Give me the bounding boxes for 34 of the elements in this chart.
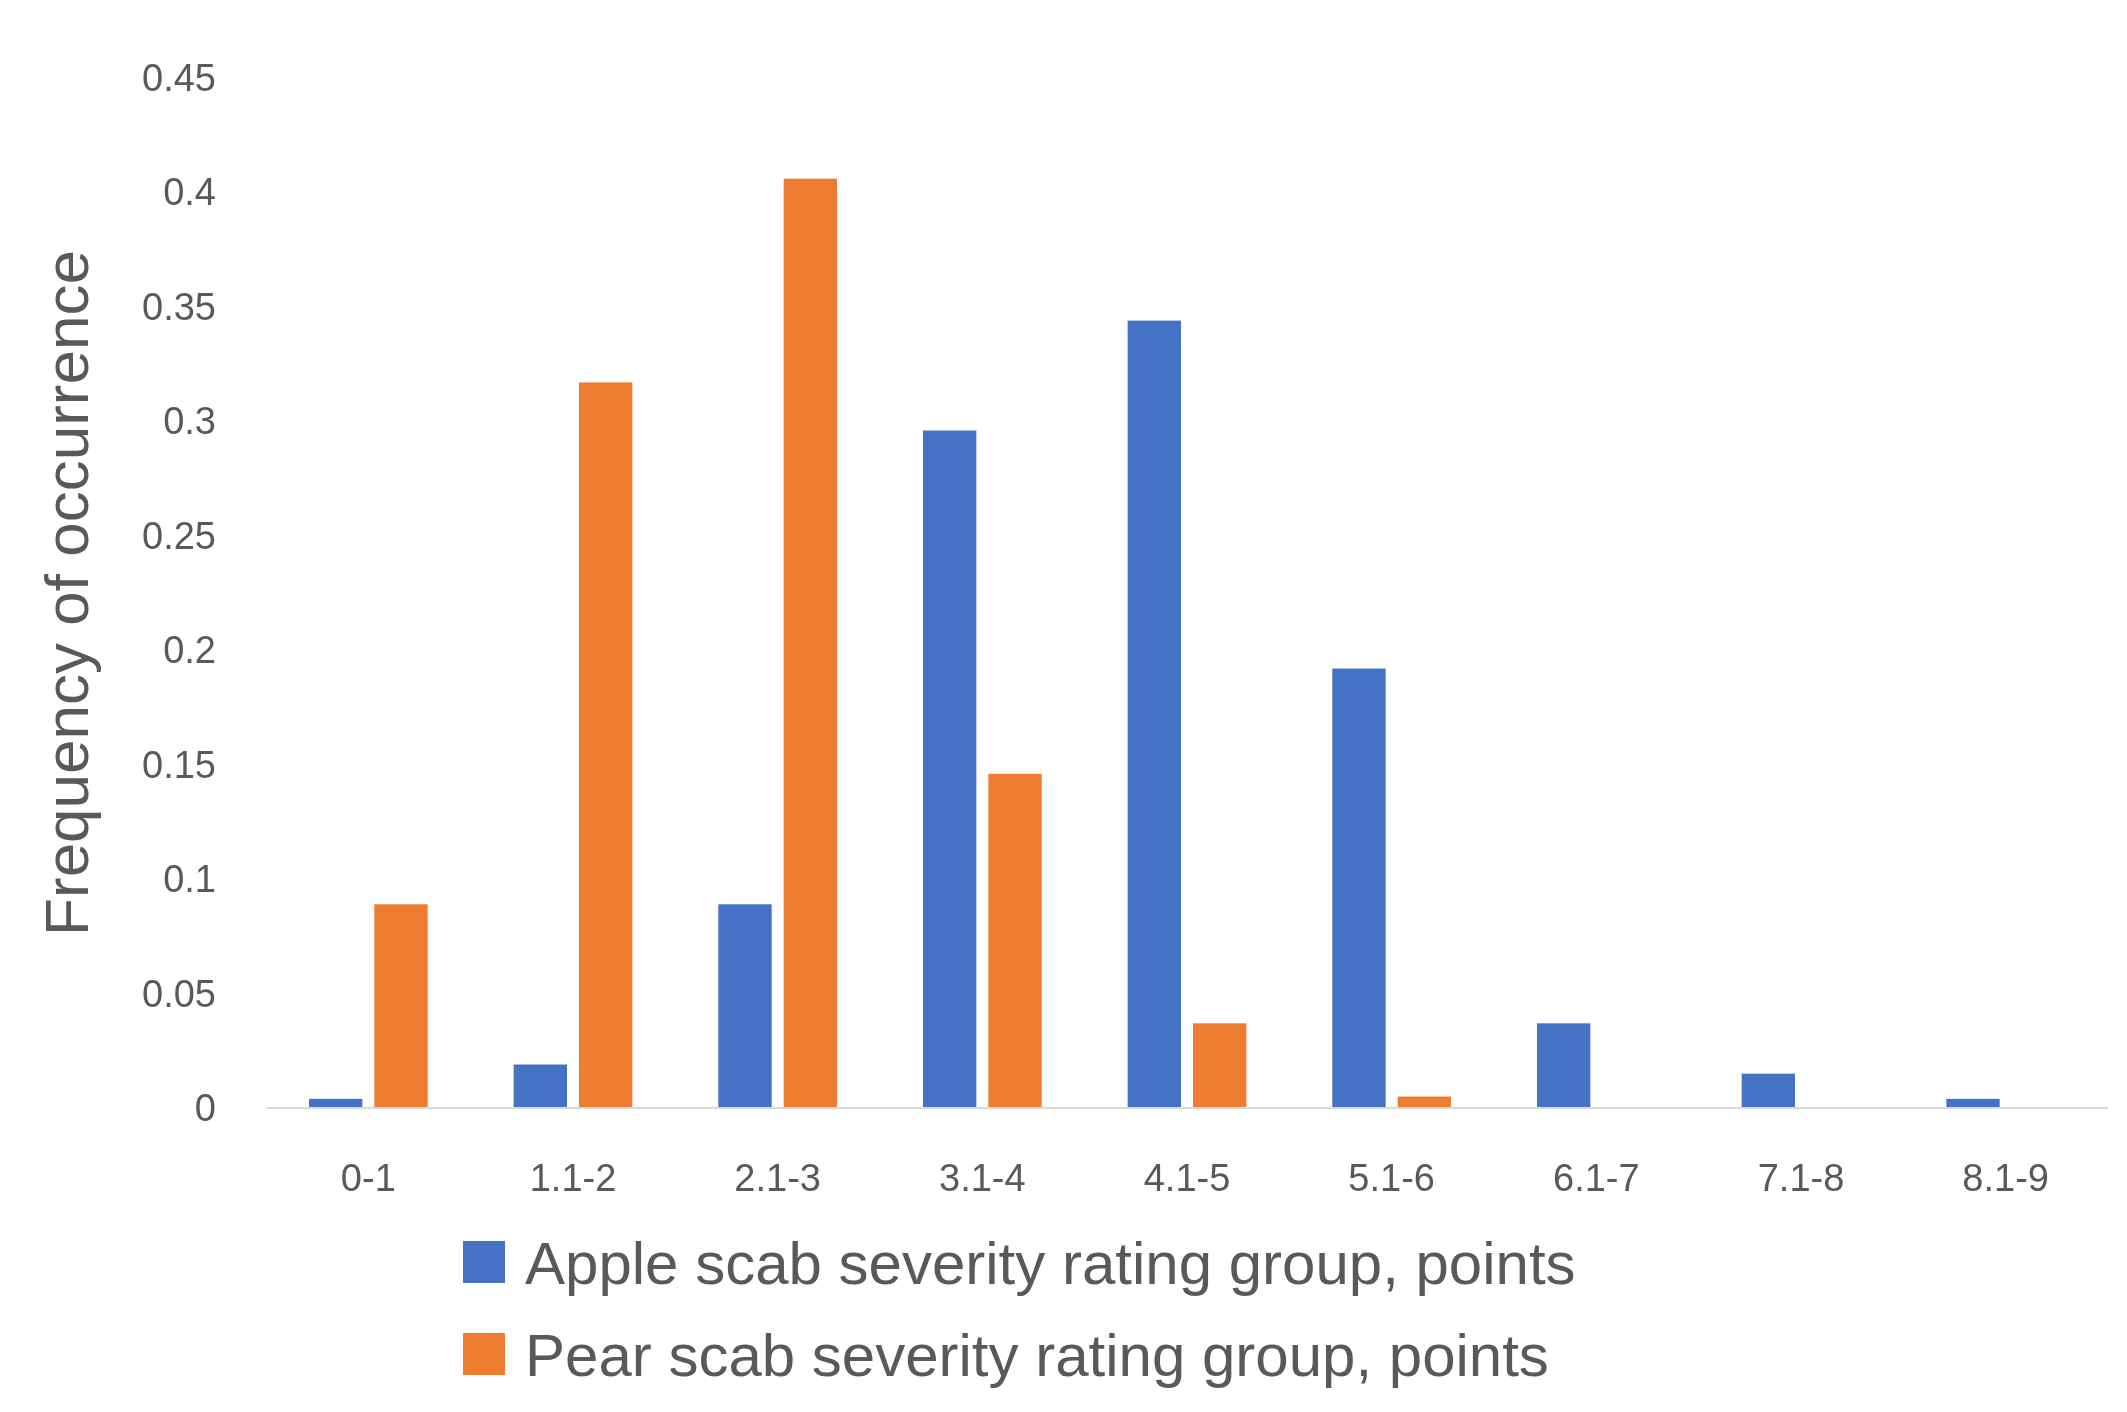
x-tick-label: 2.1-3 xyxy=(734,1157,821,1199)
x-tick-label: 0-1 xyxy=(340,1157,396,1199)
y-tick-label: 0.1 xyxy=(163,858,216,901)
y-axis-title: Frequency of occurrence xyxy=(32,250,101,936)
x-tick-label: 1.1-2 xyxy=(529,1157,617,1199)
bar xyxy=(922,430,977,1108)
y-tick-label: 0.25 xyxy=(142,514,216,557)
x-tick-label: 6.1-7 xyxy=(1553,1157,1640,1199)
bar xyxy=(988,773,1042,1108)
y-tick-label: 0.35 xyxy=(142,285,216,328)
bar xyxy=(783,178,838,1108)
y-tick-label: 0.3 xyxy=(163,400,216,443)
y-tick-label: 0.2 xyxy=(163,629,216,672)
x-tick-label: 3.1-4 xyxy=(939,1157,1026,1199)
legend-label: Apple scab severity rating group, points xyxy=(525,1229,1576,1297)
y-tick-label: 0 xyxy=(194,1087,216,1129)
bar xyxy=(1741,1073,1795,1108)
bar xyxy=(1536,1023,1591,1108)
bar xyxy=(1332,668,1386,1108)
bar xyxy=(374,904,428,1108)
x-tick-label: 5.1-6 xyxy=(1348,1157,1435,1199)
x-tick-label: 4.1-5 xyxy=(1143,1157,1231,1199)
bar xyxy=(1127,320,1181,1108)
x-tick-label: 8.1-9 xyxy=(1962,1157,2049,1199)
y-tick-label: 0.45 xyxy=(142,57,216,99)
y-tick-label: 0.05 xyxy=(142,972,216,1015)
x-tick-label: 7.1-8 xyxy=(1757,1157,1845,1199)
bar xyxy=(579,382,633,1108)
bar xyxy=(513,1064,567,1108)
y-tick-label: 0.15 xyxy=(142,743,216,786)
bar xyxy=(1193,1023,1247,1108)
y-tick-label: 0.4 xyxy=(163,171,216,214)
bar xyxy=(718,904,772,1108)
legend-label: Pear scab severity rating group, points xyxy=(525,1321,1549,1389)
